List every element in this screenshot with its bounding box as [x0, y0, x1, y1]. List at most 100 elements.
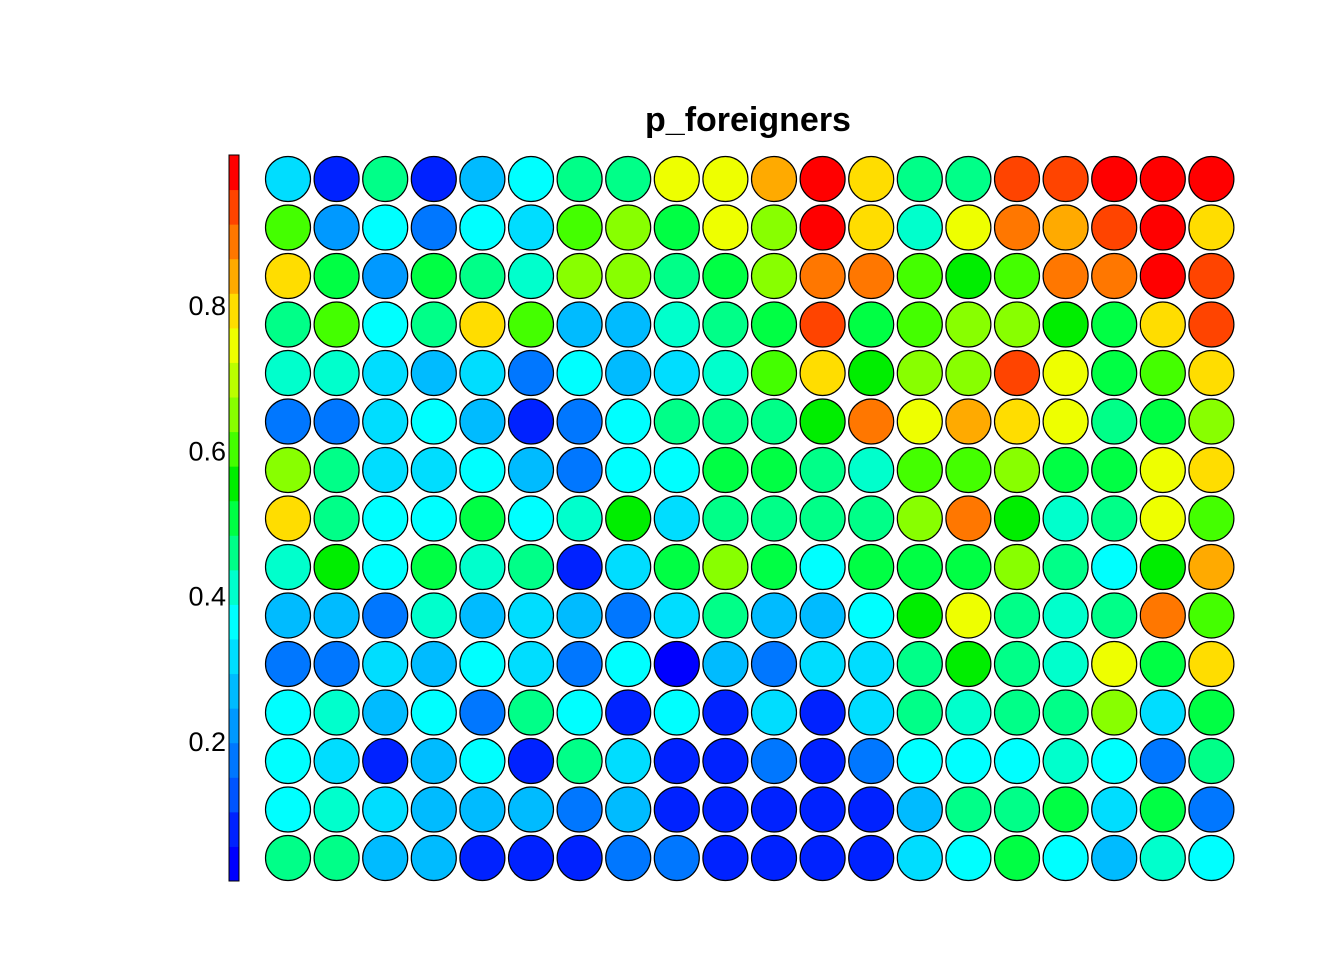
som-cell-r13-c11 — [750, 737, 798, 785]
som-cell-r11-c11 — [750, 640, 798, 688]
som-cell-r9-c8 — [605, 543, 652, 591]
som-cell-r6-c18 — [1091, 398, 1138, 445]
som-cell-r15-c10 — [702, 834, 749, 882]
som-cell-r8-c13 — [848, 495, 895, 542]
som-cell-r10-c16 — [993, 592, 1041, 639]
som-cell-r12-c19 — [1139, 689, 1186, 736]
som-cell-r9-c6 — [507, 543, 555, 591]
som-cell-r8-c5 — [459, 495, 506, 542]
som-cell-r14-c10 — [702, 786, 749, 833]
som-cell-r4-c14 — [896, 301, 943, 348]
som-cell-r1-c9 — [653, 155, 700, 203]
som-cell-r6-c13 — [848, 398, 895, 445]
color-legend-tick-label: 0.6 — [188, 436, 226, 466]
som-cell-r10-c10 — [702, 592, 749, 639]
color-legend-swatch-5 — [229, 708, 239, 744]
som-cell-r11-c4 — [410, 640, 457, 688]
color-legend-swatch-9 — [229, 569, 239, 605]
som-cell-r3-c6 — [507, 252, 555, 300]
som-cell-r13-c12 — [799, 737, 846, 785]
som-cell-r10-c5 — [459, 592, 506, 639]
som-cell-r6-c14 — [896, 398, 943, 445]
som-cell-r4-c9 — [653, 301, 700, 348]
som-cell-r8-c2 — [313, 495, 360, 542]
som-cell-r9-c4 — [410, 543, 457, 591]
som-cell-r10-c6 — [507, 592, 555, 639]
som-cell-r13-c20 — [1188, 737, 1235, 785]
som-cell-r10-c13 — [848, 592, 895, 639]
som-cell-r3-c20 — [1188, 252, 1235, 300]
color-legend-swatch-12 — [229, 466, 239, 502]
som-cell-r5-c13 — [848, 349, 895, 397]
som-cell-r14-c1 — [264, 786, 312, 833]
som-cell-r1-c17 — [1042, 155, 1089, 203]
som-cell-r11-c6 — [507, 640, 555, 688]
som-cell-r3-c7 — [556, 252, 603, 300]
som-cell-r15-c2 — [313, 834, 360, 882]
som-cell-r5-c1 — [264, 349, 312, 397]
som-cell-r14-c3 — [362, 786, 409, 833]
som-cell-r13-c4 — [410, 737, 457, 785]
som-cell-r15-c16 — [993, 834, 1041, 882]
som-cell-r9-c5 — [459, 543, 506, 591]
color-legend-tick-label: 0.4 — [188, 582, 226, 612]
color-legend-swatch-17 — [229, 293, 239, 329]
som-cell-r4-c15 — [945, 301, 992, 348]
som-cell-r13-c5 — [459, 737, 506, 785]
som-cell-r14-c2 — [313, 786, 360, 833]
som-cell-r13-c2 — [313, 737, 360, 785]
chart-title: p_foreigners — [645, 101, 851, 139]
color-legend-swatch-15 — [229, 362, 239, 398]
som-cell-r5-c8 — [605, 349, 652, 397]
som-cell-r11-c2 — [313, 640, 360, 688]
color-legend-tick-label: 0.2 — [188, 727, 226, 757]
som-cell-r13-c15 — [945, 737, 992, 785]
som-cell-r15-c8 — [605, 834, 652, 882]
som-cell-r5-c20 — [1188, 349, 1235, 397]
som-cell-r11-c12 — [799, 640, 846, 688]
som-cell-r1-c11 — [750, 155, 798, 203]
som-cell-r3-c3 — [362, 252, 409, 300]
som-cell-r14-c13 — [848, 786, 895, 833]
color-legend-tick-label: 0.8 — [188, 291, 226, 321]
som-cell-r10-c14 — [896, 592, 943, 639]
som-cell-r5-c6 — [507, 349, 555, 397]
som-cell-r3-c10 — [702, 252, 749, 300]
som-cell-r11-c8 — [605, 640, 652, 688]
som-cell-r11-c7 — [556, 640, 603, 688]
som-cell-r14-c7 — [556, 786, 603, 833]
som-cell-r14-c14 — [896, 786, 943, 833]
som-cell-r7-c11 — [750, 446, 798, 494]
som-cell-r15-c4 — [410, 834, 457, 882]
som-cell-r4-c19 — [1139, 301, 1186, 348]
som-cell-r7-c12 — [799, 446, 846, 494]
som-cell-r12-c9 — [653, 689, 700, 736]
som-cell-r8-c17 — [1042, 495, 1089, 542]
som-cell-r11-c9 — [653, 640, 700, 688]
som-cell-r13-c3 — [362, 737, 409, 785]
som-cell-r13-c7 — [556, 737, 603, 785]
som-cell-r13-c17 — [1042, 737, 1089, 785]
som-cell-r11-c16 — [993, 640, 1041, 688]
color-legend-swatch-14 — [229, 397, 239, 433]
som-cell-r12-c14 — [896, 689, 943, 736]
som-cell-r12-c11 — [750, 689, 798, 736]
som-cell-r7-c7 — [556, 446, 603, 494]
som-cell-r6-c15 — [945, 398, 992, 445]
som-cell-r4-c17 — [1042, 301, 1089, 348]
som-cell-r13-c1 — [264, 737, 312, 785]
som-cell-r10-c18 — [1091, 592, 1138, 639]
som-cell-r12-c4 — [410, 689, 457, 736]
som-cell-r2-c19 — [1139, 204, 1186, 251]
som-cell-r1-c1 — [264, 155, 312, 203]
som-cell-r3-c13 — [848, 252, 895, 300]
som-cell-r6-c10 — [702, 398, 749, 445]
som-cell-r7-c18 — [1091, 446, 1138, 494]
som-cell-r11-c1 — [264, 640, 312, 688]
som-cell-r4-c18 — [1091, 301, 1138, 348]
som-cell-r2-c20 — [1188, 204, 1235, 251]
som-cell-r2-c6 — [507, 204, 555, 251]
som-cell-r13-c18 — [1091, 737, 1138, 785]
color-legend-swatch-18 — [229, 258, 239, 294]
som-cell-r15-c11 — [750, 834, 798, 882]
